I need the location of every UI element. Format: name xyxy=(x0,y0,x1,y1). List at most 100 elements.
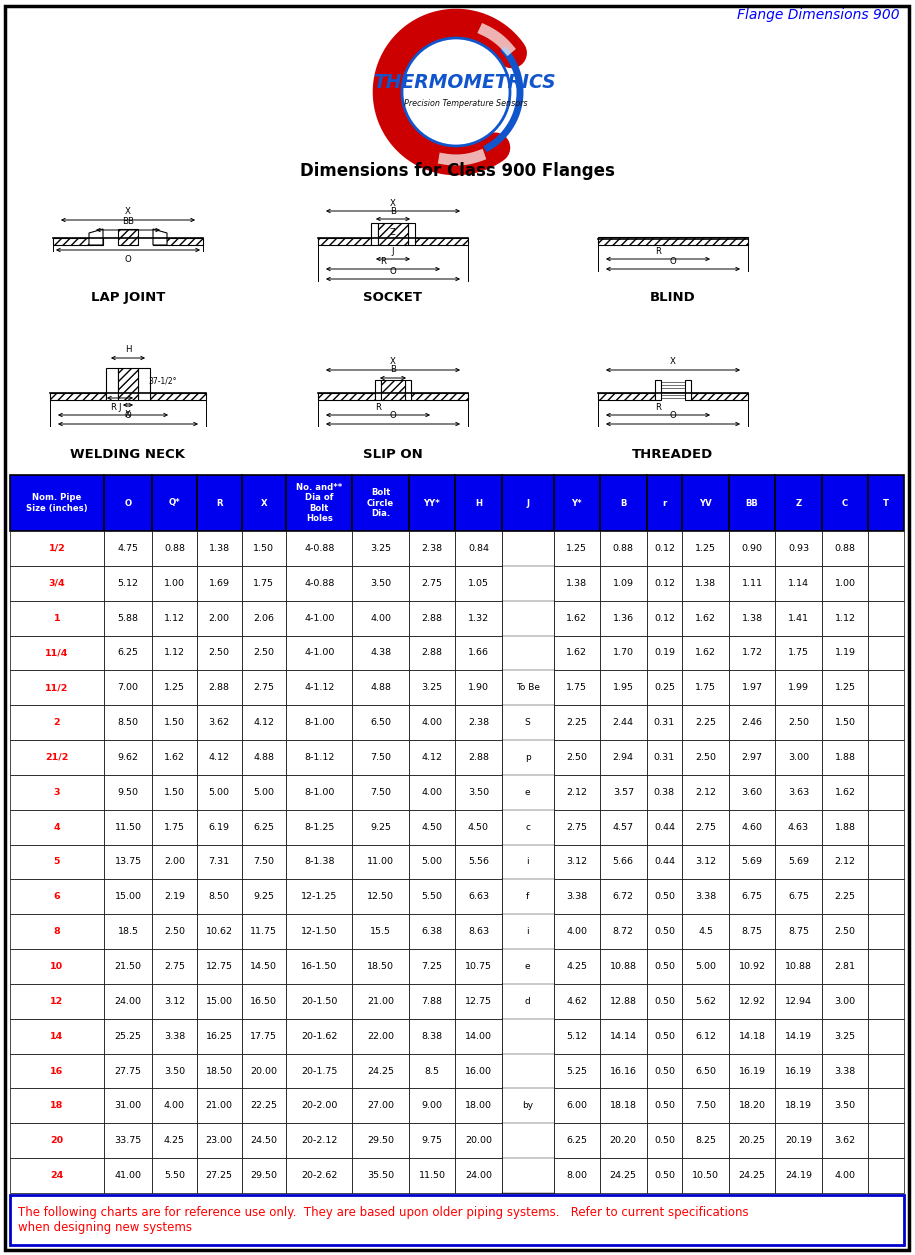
Bar xyxy=(286,1054,352,1088)
Bar xyxy=(868,740,904,774)
Bar xyxy=(822,1158,868,1194)
Text: 3.38: 3.38 xyxy=(694,892,716,901)
Bar xyxy=(10,474,104,531)
Text: 8.72: 8.72 xyxy=(613,927,634,936)
Bar xyxy=(822,531,868,566)
Text: 1.12: 1.12 xyxy=(834,614,856,622)
Bar xyxy=(554,1054,600,1088)
Text: 12.75: 12.75 xyxy=(206,963,232,971)
Text: 1.09: 1.09 xyxy=(613,579,634,587)
Text: No. and**
Dia of
Bolt
Holes: No. and** Dia of Bolt Holes xyxy=(296,483,342,523)
Bar xyxy=(822,984,868,1019)
Text: i: i xyxy=(526,927,529,936)
Bar xyxy=(775,566,822,601)
Text: 9.62: 9.62 xyxy=(117,753,138,762)
Bar xyxy=(554,670,600,705)
Text: O: O xyxy=(390,266,396,276)
Text: 4.38: 4.38 xyxy=(370,649,391,658)
Bar xyxy=(10,566,104,601)
Bar xyxy=(10,809,104,845)
Bar xyxy=(868,880,904,914)
Text: Z: Z xyxy=(795,498,802,507)
Text: 0.88: 0.88 xyxy=(164,543,185,553)
Text: 2.38: 2.38 xyxy=(422,543,443,553)
Bar xyxy=(868,566,904,601)
Text: 15.00: 15.00 xyxy=(206,996,232,1005)
Text: 1.62: 1.62 xyxy=(566,649,587,658)
Bar xyxy=(10,740,104,774)
Bar xyxy=(455,601,501,635)
Bar xyxy=(501,1019,554,1054)
Bar xyxy=(501,566,554,601)
Text: 6.63: 6.63 xyxy=(468,892,489,901)
Text: d: d xyxy=(524,996,531,1005)
Text: 2.00: 2.00 xyxy=(209,614,230,622)
Text: 1.75: 1.75 xyxy=(788,649,809,658)
Polygon shape xyxy=(685,380,691,400)
Bar xyxy=(600,566,647,601)
Bar xyxy=(455,566,501,601)
Bar xyxy=(822,809,868,845)
Bar xyxy=(152,1019,197,1054)
Text: 3.50: 3.50 xyxy=(834,1102,856,1111)
Bar xyxy=(286,774,352,809)
Bar xyxy=(10,601,104,635)
Bar xyxy=(104,705,152,740)
Bar xyxy=(352,949,409,984)
Bar xyxy=(10,1123,104,1158)
Bar xyxy=(868,949,904,984)
Text: r: r xyxy=(662,498,666,507)
Bar xyxy=(683,984,728,1019)
Text: 12.92: 12.92 xyxy=(738,996,766,1005)
Text: R: R xyxy=(380,256,386,266)
Bar xyxy=(728,566,775,601)
Text: YV: YV xyxy=(699,498,712,507)
Text: 5.56: 5.56 xyxy=(468,857,489,866)
Bar xyxy=(647,531,683,566)
Bar xyxy=(554,880,600,914)
Bar xyxy=(822,1019,868,1054)
Bar xyxy=(104,949,152,984)
Bar xyxy=(683,531,728,566)
Bar xyxy=(409,1158,455,1194)
Bar xyxy=(242,635,286,670)
Bar xyxy=(409,984,455,1019)
Text: 20.20: 20.20 xyxy=(609,1136,637,1146)
Text: 14.18: 14.18 xyxy=(738,1032,766,1040)
Text: Q*: Q* xyxy=(168,498,180,507)
Bar xyxy=(728,1054,775,1088)
Text: R: R xyxy=(216,498,222,507)
Polygon shape xyxy=(153,228,167,245)
Bar xyxy=(409,845,455,880)
Polygon shape xyxy=(405,380,411,400)
Text: 1.99: 1.99 xyxy=(788,683,809,693)
Text: 2.12: 2.12 xyxy=(834,857,856,866)
Text: i: i xyxy=(526,857,529,866)
Bar xyxy=(352,705,409,740)
Text: 4-0.88: 4-0.88 xyxy=(304,579,335,587)
Bar xyxy=(10,1195,904,1245)
Text: 37-1/2°: 37-1/2° xyxy=(148,376,177,385)
Bar xyxy=(455,1123,501,1158)
Text: 16.19: 16.19 xyxy=(738,1067,766,1076)
Bar xyxy=(197,1019,242,1054)
Text: 5.66: 5.66 xyxy=(613,857,634,866)
Bar xyxy=(286,949,352,984)
Bar xyxy=(775,1019,822,1054)
Text: 2: 2 xyxy=(54,718,60,727)
Text: X: X xyxy=(261,498,267,507)
Text: 4.50: 4.50 xyxy=(422,823,443,832)
Text: 6.75: 6.75 xyxy=(788,892,809,901)
Text: 7.00: 7.00 xyxy=(117,683,138,693)
Text: 4-1.00: 4-1.00 xyxy=(304,614,335,622)
Text: S: S xyxy=(524,718,531,727)
Text: 2.00: 2.00 xyxy=(164,857,185,866)
Text: 4-1.00: 4-1.00 xyxy=(304,649,335,658)
Text: 5.00: 5.00 xyxy=(422,857,443,866)
Bar xyxy=(775,531,822,566)
Text: 5.50: 5.50 xyxy=(422,892,443,901)
Bar xyxy=(455,670,501,705)
Text: 3.25: 3.25 xyxy=(370,543,391,553)
Bar xyxy=(352,880,409,914)
Bar xyxy=(409,566,455,601)
